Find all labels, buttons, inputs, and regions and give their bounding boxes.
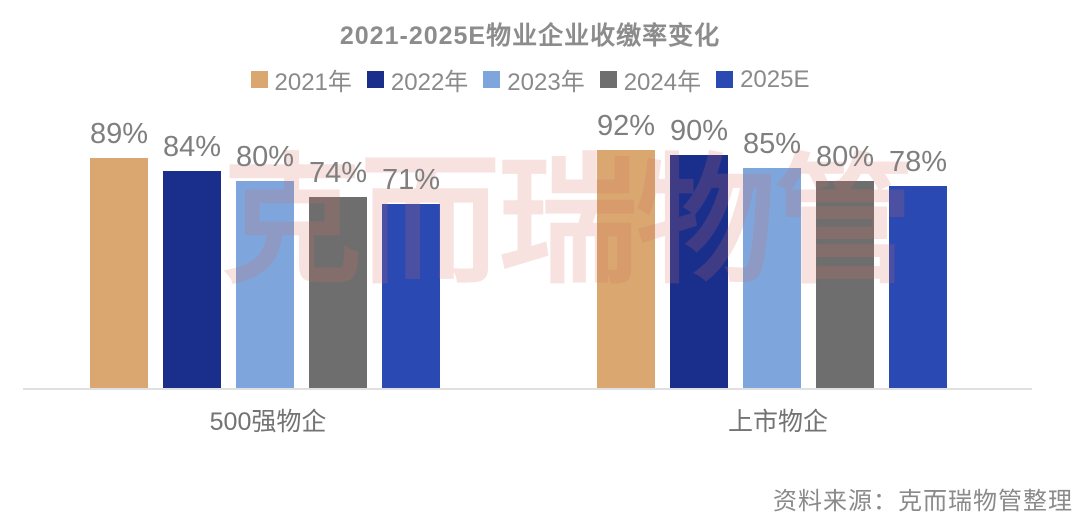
legend-item-2022年: 2022年 <box>366 62 469 97</box>
bar-value-label-上市物企-2022年: 90% <box>669 115 729 147</box>
bar-上市物企-2024年 <box>816 181 874 388</box>
bar-value-label-上市物企-2023年: 85% <box>742 128 802 160</box>
bar-value-label-上市物企-2021年: 92% <box>596 110 656 142</box>
bar-500强物企-2021年 <box>90 158 148 388</box>
legend-label: 2022年 <box>390 69 469 96</box>
legend-item-2021年: 2021年 <box>250 62 352 97</box>
legend-label: 2023年 <box>507 69 585 96</box>
x-axis-line <box>23 388 1032 390</box>
bar-value-label-上市物企-2024年: 80% <box>815 141 875 173</box>
legend-item-2025E: 2025E <box>716 66 809 94</box>
bar-上市物企-2022年 <box>670 155 728 388</box>
bar-value-label-上市物企-2025E: 78% <box>888 146 948 178</box>
legend-swatch-icon <box>716 71 734 88</box>
bar-value-label-500强物企-2024年: 74% <box>308 157 368 189</box>
legend-swatch-icon <box>366 71 384 88</box>
legend-label: 2024年 <box>623 69 702 96</box>
bar-value-label-500强物企-2021年: 89% <box>89 118 149 150</box>
legend-swatch-icon <box>250 71 268 88</box>
legend-swatch-icon <box>483 71 501 88</box>
bar-上市物企-2023年 <box>743 168 801 388</box>
chart-title: 2021-2025E物业企业收缴率变化 <box>339 22 721 50</box>
bar-value-label-500强物企-2023年: 80% <box>235 141 295 173</box>
category-label-listed: 上市物企 <box>727 408 828 436</box>
bar-上市物企-2021年 <box>597 150 655 388</box>
bar-500强物企-2022年 <box>163 171 221 388</box>
bar-500强物企-2024年 <box>309 197 367 388</box>
legend-item-2023年: 2023年 <box>483 62 585 97</box>
bar-500强物企-2023年 <box>236 181 294 388</box>
legend-swatch-icon <box>599 71 617 88</box>
category-label-top500: 500强物企 <box>209 408 327 436</box>
bar-value-label-500强物企-2025E: 71% <box>381 164 441 196</box>
source-note: 资料来源：克而瑞物管整理 <box>773 489 1073 515</box>
bar-500强物企-2025E <box>382 204 440 388</box>
legend-label: 2025E <box>740 65 810 93</box>
legend-label: 2021年 <box>274 69 352 96</box>
bar-value-label-500强物企-2022年: 84% <box>162 131 222 163</box>
bar-上市物企-2025E <box>889 186 947 388</box>
legend-item-2024年: 2024年 <box>599 62 702 97</box>
legend: 2021年 2022年 2023年 2024年 2025E <box>0 62 1060 97</box>
